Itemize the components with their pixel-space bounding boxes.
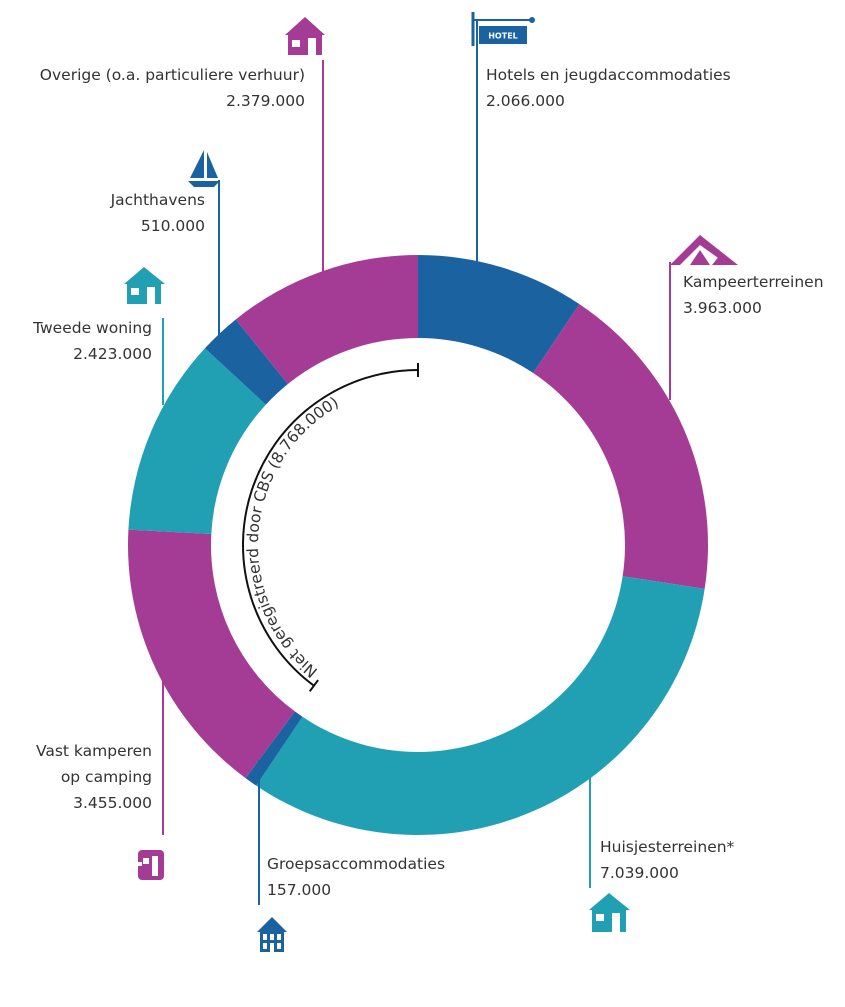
house-icon bbox=[285, 17, 325, 55]
value-label: 2.423.000 bbox=[73, 345, 152, 363]
category-name: Huisjesterreinen* bbox=[600, 838, 735, 856]
category-name: Vast kamperen op camping bbox=[35, 742, 152, 786]
hotel-icon: HOTEL bbox=[471, 12, 535, 46]
category-name: Groepsaccommodaties bbox=[267, 855, 446, 873]
segment-label: Vast kamperen op camping 3.455.000 bbox=[32, 738, 152, 816]
segment-label: Jachthavens 510.000 bbox=[111, 187, 205, 239]
sailboat-icon bbox=[188, 150, 220, 187]
annotation-text: Niet geregistreerd door CBS (8.768.000) bbox=[244, 393, 342, 681]
donut-segment bbox=[128, 529, 295, 779]
segment-label: Kampeerterreinen 3.963.000 bbox=[683, 269, 824, 321]
value-label: 510.000 bbox=[140, 217, 205, 235]
svg-text:HOTEL: HOTEL bbox=[488, 32, 518, 41]
value-label: 157.000 bbox=[267, 881, 332, 899]
category-name: Hotels en jeugdaccommodaties bbox=[486, 66, 731, 84]
value-label: 3.963.000 bbox=[683, 299, 762, 317]
value-label: 2.379.000 bbox=[226, 92, 305, 110]
segment-label: Huisjesterreinen* 7.039.000 bbox=[600, 834, 734, 886]
segment-label: Groepsaccommodaties 157.000 bbox=[267, 851, 445, 903]
house-icon bbox=[589, 893, 630, 932]
donut-segment bbox=[533, 304, 708, 589]
category-name: Jachthavens bbox=[110, 191, 205, 209]
value-label: 3.455.000 bbox=[73, 794, 152, 812]
category-name: Overige (o.a. particuliere verhuur) bbox=[39, 66, 305, 84]
category-name: Tweede woning bbox=[33, 319, 152, 337]
donut-segment bbox=[128, 348, 266, 535]
building-icon bbox=[257, 917, 287, 952]
donut-segment bbox=[235, 255, 418, 385]
icons: HOTEL bbox=[124, 12, 738, 952]
category-name: Kampeerterreinen bbox=[683, 273, 824, 291]
annotation: Niet geregistreerd door CBS (8.768.000) bbox=[244, 393, 342, 681]
house-icon bbox=[124, 267, 165, 304]
value-label: 7.039.000 bbox=[600, 864, 679, 882]
segment-label: Tweede woning 2.423.000 bbox=[33, 315, 152, 367]
segment-label: Overige (o.a. particuliere verhuur) 2.379… bbox=[40, 62, 305, 114]
caravan-icon bbox=[138, 850, 164, 880]
value-label: 2.066.000 bbox=[486, 92, 565, 110]
donut-segment bbox=[418, 255, 580, 374]
donut-segment bbox=[204, 319, 288, 405]
annotation-arc-end bbox=[308, 679, 319, 692]
annotation-arc bbox=[242, 369, 419, 687]
segment-label: Hotels en jeugdaccommodaties 2.066.000 bbox=[486, 62, 731, 114]
tent-icon bbox=[670, 235, 738, 265]
donut-segment bbox=[256, 576, 705, 835]
